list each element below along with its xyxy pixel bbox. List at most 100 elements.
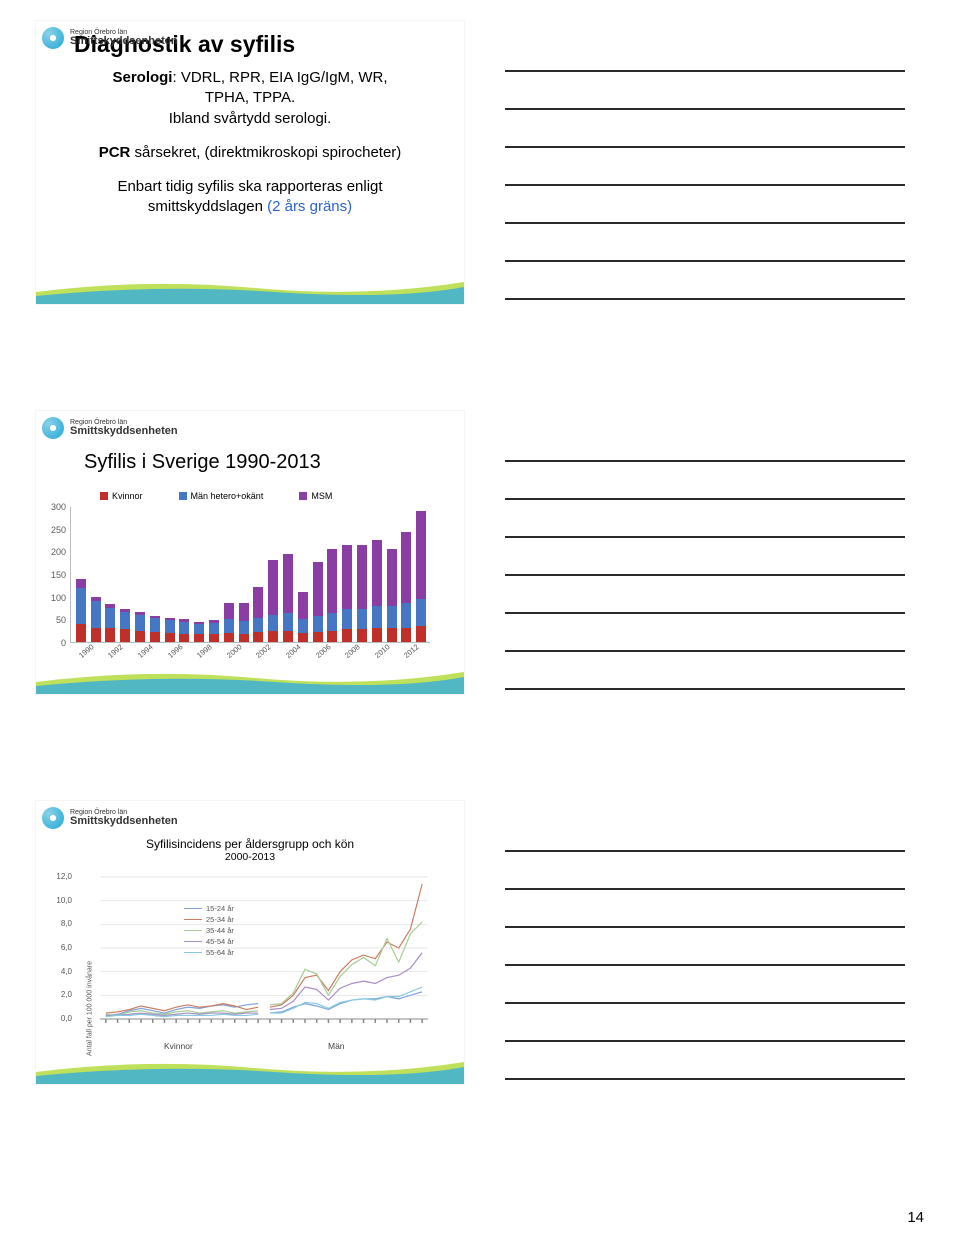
legend-label: MSM (311, 491, 332, 501)
bar-seg (209, 623, 219, 634)
bar-1991 (91, 597, 101, 642)
legend-swatch (299, 492, 307, 500)
bar-2013 (416, 511, 426, 642)
bar-seg (372, 628, 382, 642)
bar-seg (372, 606, 382, 629)
bar-seg (313, 616, 323, 632)
y-tick: 4,0 (61, 967, 72, 976)
bar-seg (401, 532, 411, 602)
legend-swatch (184, 941, 202, 943)
line-chart: 15-24 år25-34 år35-44 år45-54 år55-64 år… (76, 871, 432, 1051)
x-tick: 2006 (314, 642, 333, 660)
note-line (505, 34, 905, 72)
x-tick: 2010 (373, 642, 392, 660)
note-line (505, 814, 905, 852)
bar-seg (357, 609, 367, 629)
note-line (505, 966, 905, 1004)
bar-seg (268, 615, 278, 631)
bar-seg (194, 624, 204, 634)
logo-unit: Smittskyddsenheten (70, 36, 178, 47)
slide1-line6b: (2 års gräns) (267, 198, 352, 215)
bar-seg (165, 633, 175, 642)
bar-2007 (327, 549, 337, 642)
bar-seg (387, 606, 397, 629)
page-number: 14 (907, 1209, 924, 1226)
bar-1994 (135, 612, 145, 642)
bar-seg (401, 628, 411, 643)
legend-item: Kvinnor (100, 491, 143, 501)
logo-unit: Smittskyddsenheten (70, 426, 178, 437)
x-tick: 1998 (195, 642, 214, 660)
bar-seg (76, 588, 86, 624)
decorative-wave (36, 664, 464, 694)
bar-2009 (357, 545, 367, 642)
bar-1990 (76, 579, 86, 642)
y-tick: 200 (44, 547, 66, 557)
bar-1995 (150, 616, 160, 642)
bar-seg (224, 633, 234, 642)
group-label: Män (328, 1041, 345, 1051)
logo-unit: Smittskyddsenheten (70, 816, 178, 827)
bar-seg (298, 592, 308, 619)
y-tick: 50 (44, 615, 66, 625)
slide1-pcr-label: PCR (99, 144, 131, 161)
y-tick: 0,0 (61, 1014, 72, 1023)
y-tick: 150 (44, 570, 66, 580)
bar-seg (327, 549, 337, 612)
note-line (505, 262, 905, 300)
bar-2002 (253, 587, 263, 642)
legend-item: 45-54 år (184, 936, 234, 947)
y-tick: 6,0 (61, 943, 72, 952)
slide1-body: Serologi: VDRL, RPR, EIA IgG/IgM, WR, TP… (36, 68, 464, 218)
legend-label: Kvinnor (112, 491, 143, 501)
bar-seg (76, 624, 86, 642)
bar-seg (239, 634, 249, 642)
group-label: Kvinnor (164, 1041, 193, 1051)
bar-1999 (209, 620, 219, 642)
bar-2012 (401, 532, 411, 642)
bar-seg (401, 603, 411, 628)
note-line (505, 928, 905, 966)
y-tick: 300 (44, 502, 66, 512)
bar-1996 (165, 618, 175, 642)
slide1-line5: Enbart tidig syfilis ska rapporteras enl… (117, 178, 382, 195)
note-line (505, 72, 905, 110)
x-tick: 1990 (77, 642, 96, 660)
legend-label: 55-64 år (206, 947, 234, 958)
bar-seg (387, 628, 397, 642)
bar-seg (135, 631, 145, 642)
slide1-line2: TPHA, TPPA. (66, 88, 434, 108)
bar-seg (416, 626, 426, 642)
note-line (505, 614, 905, 652)
note-line (505, 852, 905, 890)
bar-seg (135, 615, 145, 631)
bar-seg (268, 560, 278, 614)
bar-seg (283, 613, 293, 631)
bar-seg (91, 601, 101, 628)
bar-seg (357, 545, 367, 608)
bar-seg (298, 633, 308, 642)
note-line (505, 538, 905, 576)
x-tick: 2008 (343, 642, 362, 660)
bar-seg (76, 579, 86, 588)
note-line (505, 186, 905, 224)
slide-3: Region Örebro län Smittskyddsenheten Syf… (35, 800, 465, 1085)
legend-label: 45-54 år (206, 936, 234, 947)
y-tick: 2,0 (61, 990, 72, 999)
line-chart-svg (76, 871, 432, 1051)
bar-seg (327, 631, 337, 642)
bar-seg (253, 618, 263, 632)
y-tick: 10,0 (56, 896, 72, 905)
bar-seg (150, 618, 160, 632)
bar-1992 (105, 604, 115, 642)
legend-swatch (179, 492, 187, 500)
bar-seg (268, 631, 278, 642)
legend-item: Män hetero+okänt (179, 491, 264, 501)
bar-seg (283, 554, 293, 613)
legend-item: 55-64 år (184, 947, 234, 958)
legend-swatch (184, 952, 202, 954)
logo-icon (42, 807, 64, 829)
bar-seg (313, 632, 323, 642)
legend-swatch (100, 492, 108, 500)
bar-1998 (194, 622, 204, 642)
